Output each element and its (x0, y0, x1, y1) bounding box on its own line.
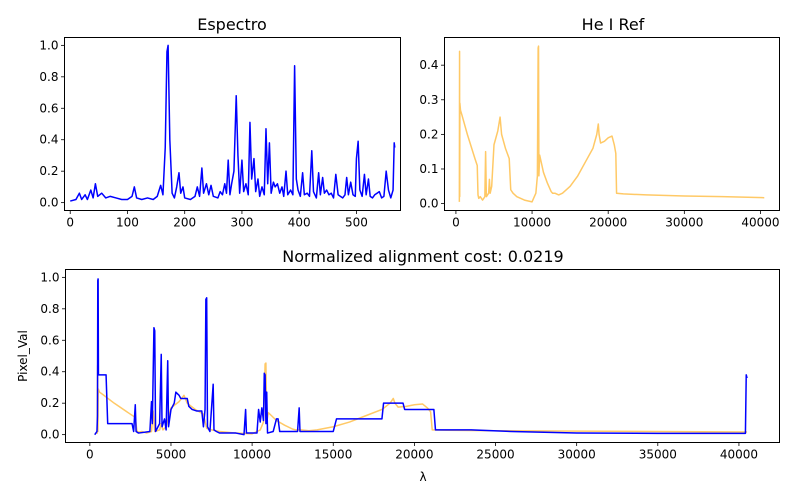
alignment-xtick-label: 0 (86, 448, 94, 462)
spectrum-ytick-label: 1.0 (39, 38, 58, 52)
alignment-xtick-label: 35000 (639, 448, 677, 462)
alignment-xlabel: λ (419, 470, 426, 484)
alignment-axes-frame (65, 269, 780, 443)
alignment-series-group (94, 278, 748, 436)
alignment-ytick-label: 0.6 (40, 333, 59, 347)
spectrum-ytick-label: 0.0 (39, 196, 58, 210)
alignment-xtick-label: 25000 (476, 448, 514, 462)
reference-xtick-label: 30000 (665, 216, 703, 230)
reference-xtick-label: 10000 (513, 216, 551, 230)
alignment-xtick-label: 20000 (395, 448, 433, 462)
spectrum-xtick-label: 0 (66, 216, 74, 230)
reference-series-line-0 (458, 45, 765, 203)
alignment-title: Normalized alignment cost: 0.0219 (282, 247, 563, 266)
spectrum-title: Espectro (197, 15, 267, 34)
alignment-xtick-label: 5000 (156, 448, 187, 462)
reference-xtick-label: 40000 (741, 216, 779, 230)
reference-title: He I Ref (582, 15, 645, 34)
reference-ytick-label: 0.3 (419, 93, 438, 107)
reference-ytick-label: 0.2 (419, 127, 438, 141)
spectrum-xtick-label: 200 (173, 216, 196, 230)
alignment-panel: Normalized alignment cost: 0.0219 0 5000 1… (16, 247, 780, 484)
reference-ytick-label: 0.1 (419, 162, 438, 176)
reference-ytick-label: 0.0 (419, 197, 438, 211)
spectrum-series-line-0 (70, 44, 396, 202)
spectrum-ytick-label: 0.8 (39, 70, 58, 84)
spectrum-ticks: 0 100 200 300 400 500 0.0 0.2 0.4 0.6 0.8 1.0 (39, 38, 367, 229)
reference-xtick-label: 0 (452, 216, 460, 230)
reference-axes-frame (444, 37, 780, 211)
spectrum-xtick-label: 400 (288, 216, 311, 230)
reference-xtick-label: 20000 (589, 216, 627, 230)
spectrum-ytick-label: 0.4 (39, 133, 58, 147)
alignment-ticks: 0 5000 10000 15000 20000 25000 30000 35000 40000… (40, 270, 758, 461)
spectrum-xtick-label: 500 (345, 216, 368, 230)
alignment-xtick-label: 30000 (558, 448, 596, 462)
reference-series-group (458, 45, 765, 203)
spectrum-xtick-label: 100 (116, 216, 139, 230)
alignment-ylabel: Pixel_Val (16, 330, 30, 382)
alignment-ytick-label: 0.8 (40, 302, 59, 316)
spectrum-ytick-label: 0.6 (39, 101, 58, 115)
spectrum-panel: Espectro 0 100 200 300 400 500 0.0 0.2 0.4 0.6 0.8… (39, 15, 401, 230)
spectrum-axes-frame (64, 37, 401, 211)
reference-ytick-label: 0.4 (419, 58, 438, 72)
reference-panel: He I Ref 0 10000 20000 30000 400000.00.10.20… (419, 15, 780, 230)
alignment-ytick-label: 0.2 (40, 396, 59, 410)
alignment-xtick-label: 15000 (314, 448, 352, 462)
alignment-xtick-label: 40000 (720, 448, 758, 462)
alignment-series-line-0 (96, 362, 748, 435)
spectrum-ytick-label: 0.2 (39, 164, 58, 178)
spectrum-xtick-label: 300 (230, 216, 253, 230)
alignment-series-line-1 (94, 278, 748, 436)
reference-ticks: 0 10000 20000 30000 40000 0.0 0.1 0.2 0.3 0.4 (419, 58, 779, 229)
spectrum-series-group (70, 44, 396, 202)
alignment-xtick-label: 10000 (233, 448, 271, 462)
alignment-ytick-label: 1.0 (40, 270, 59, 284)
alignment-ytick-label: 0.0 (40, 428, 59, 442)
alignment-ytick-label: 0.4 (40, 365, 59, 379)
